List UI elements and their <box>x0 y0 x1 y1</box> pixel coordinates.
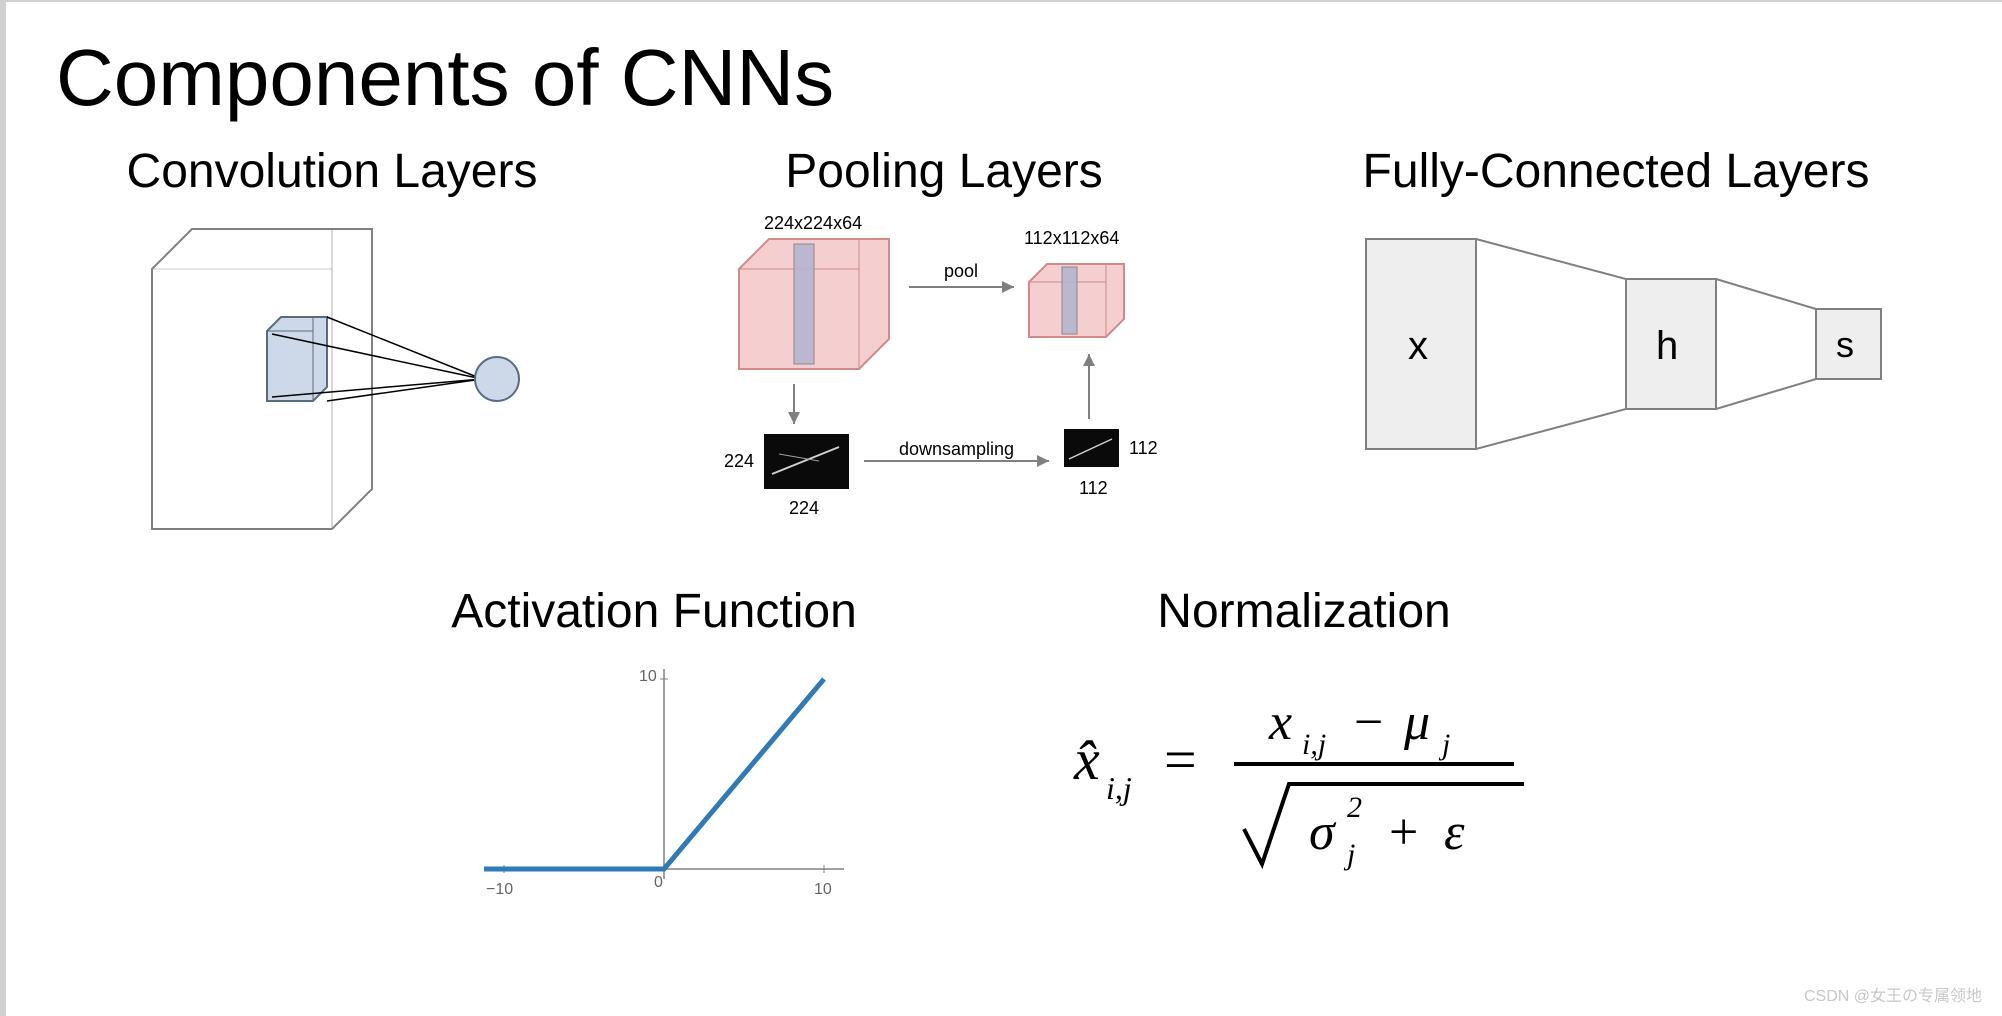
panel-fc: Fully-Connected Layers x h s <box>1336 144 1896 514</box>
norm-sigma: σ <box>1309 804 1337 861</box>
svg-text:=: = <box>1164 727 1197 792</box>
dim112-h: 112 <box>1079 478 1108 498</box>
norm-title: Normalization <box>1044 584 1564 639</box>
norm-lhs: x̂ <box>1073 727 1100 792</box>
pool-big-label: 224x224x64 <box>764 213 862 233</box>
panel-convolution: Convolution Layers <box>112 144 552 554</box>
norm-sigma-sub: j <box>1343 838 1355 871</box>
norm-lhs-sub: i,j <box>1106 770 1132 806</box>
norm-sigma-sup: 2 <box>1347 791 1362 824</box>
fc-s: s <box>1836 324 1854 365</box>
norm-num-sub: i,j <box>1302 728 1326 761</box>
pool-title: Pooling Layers <box>684 144 1204 199</box>
dim224-v: 224 <box>724 451 754 471</box>
panel-activation: Activation Function −10 10 10 0 <box>444 584 864 914</box>
norm-formula: x̂ i,j = x i,j − μ j σ j 2 <box>1044 649 1564 889</box>
pool-small-label: 112x112x64 <box>1024 228 1119 248</box>
norm-eps: ε <box>1444 804 1465 861</box>
norm-num-x: x <box>1268 694 1292 751</box>
act-zero: 0 <box>654 874 663 891</box>
fc-h: h <box>1656 324 1678 368</box>
panel-pooling: Pooling Layers 224x224x64 <box>684 144 1204 554</box>
panel-normalization: Normalization x̂ i,j = x i,j − μ j <box>1044 584 1564 894</box>
downsample-label: downsampling <box>899 439 1014 459</box>
pool-arrow-label: pool <box>944 261 978 281</box>
act-xmin: −10 <box>486 881 513 898</box>
norm-mu: μ <box>1403 694 1430 751</box>
fc-x: x <box>1408 324 1428 368</box>
act-ylabel: 10 <box>639 668 657 685</box>
fc-title: Fully-Connected Layers <box>1336 144 1896 199</box>
norm-minus: − <box>1354 694 1383 751</box>
main-title: Components of CNNs <box>56 32 1962 124</box>
conv-diagram <box>112 209 552 549</box>
pool-diagram: 224x224x64 112x112x64 <box>684 209 1204 549</box>
dim224-h: 224 <box>789 498 819 518</box>
act-xmax: 10 <box>814 881 832 898</box>
fc-diagram: x h s <box>1336 209 1896 509</box>
watermark: CSDN @女王の专属领地 <box>1804 982 1982 1006</box>
act-diagram: −10 10 10 0 <box>444 649 864 909</box>
norm-mu-sub: j <box>1438 728 1450 761</box>
norm-plus: + <box>1389 804 1418 861</box>
conv-title: Convolution Layers <box>112 144 552 199</box>
dim112-v: 112 <box>1129 438 1158 458</box>
act-title: Activation Function <box>444 584 864 639</box>
